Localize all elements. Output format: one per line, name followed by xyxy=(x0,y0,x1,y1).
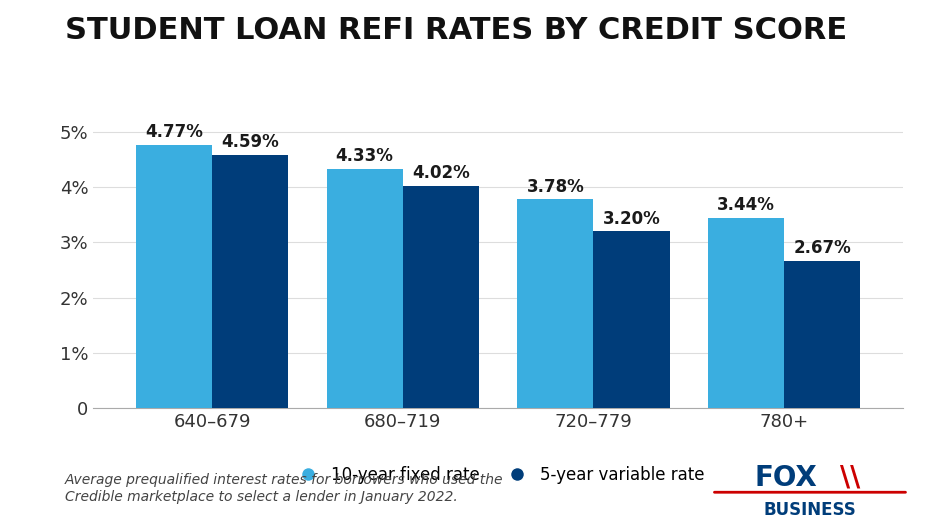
Bar xyxy=(708,218,784,408)
Text: STUDENT LOAN REFI RATES BY CREDIT SCORE: STUDENT LOAN REFI RATES BY CREDIT SCORE xyxy=(65,16,847,44)
Text: FOX: FOX xyxy=(754,463,816,492)
Text: \\: \\ xyxy=(840,463,870,492)
Bar xyxy=(327,169,403,408)
Bar xyxy=(136,145,212,408)
Text: 4.77%: 4.77% xyxy=(145,123,203,141)
Text: 3.78%: 3.78% xyxy=(526,178,584,196)
Legend: 10-year fixed rate, 5-year variable rate: 10-year fixed rate, 5-year variable rate xyxy=(285,459,711,491)
Text: Average prequalified interest rates for borrowers who used the
Credible marketpl: Average prequalified interest rates for … xyxy=(65,473,504,504)
Text: 2.67%: 2.67% xyxy=(793,239,851,257)
Text: 4.02%: 4.02% xyxy=(412,164,470,183)
Text: 3.20%: 3.20% xyxy=(602,210,660,228)
Bar xyxy=(784,260,860,408)
Bar xyxy=(517,199,593,408)
Text: 3.44%: 3.44% xyxy=(717,196,775,214)
Text: BUSINESS: BUSINESS xyxy=(763,501,857,519)
Bar xyxy=(403,186,479,408)
Bar xyxy=(212,155,289,408)
Text: 4.59%: 4.59% xyxy=(222,133,279,151)
Text: 4.33%: 4.33% xyxy=(336,147,394,165)
Bar xyxy=(593,232,669,408)
